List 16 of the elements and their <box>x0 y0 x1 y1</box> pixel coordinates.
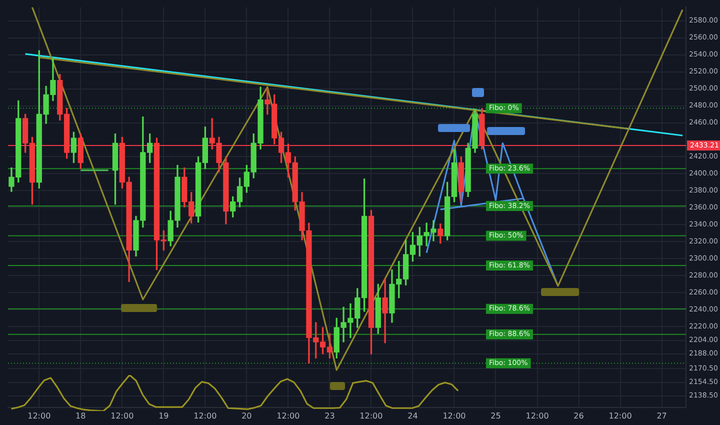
x-tick-label: 12:00 <box>194 411 217 420</box>
x-tick-label: 24 <box>408 411 418 420</box>
x-tick-label: 27 <box>656 411 667 420</box>
x-tick-label: 12:00 <box>28 411 51 420</box>
x-tick-label: 26 <box>574 411 584 420</box>
x-tick-label: 23 <box>324 411 335 420</box>
x-tick-label: 12:00 <box>110 411 134 420</box>
x-tick-label: 12:00 <box>360 411 383 420</box>
x-tick-label: 25 <box>490 411 501 420</box>
x-tick-label: 12:00 <box>526 411 549 420</box>
x-tick-label: 18 <box>76 411 86 420</box>
x-tick-label: 20 <box>242 411 252 420</box>
x-tick-label: 19 <box>158 411 169 420</box>
x-tick-label: 12:00 <box>442 411 466 420</box>
x-tick-label: 12:00 <box>276 411 300 420</box>
x-tick-label: 12:00 <box>608 411 632 420</box>
